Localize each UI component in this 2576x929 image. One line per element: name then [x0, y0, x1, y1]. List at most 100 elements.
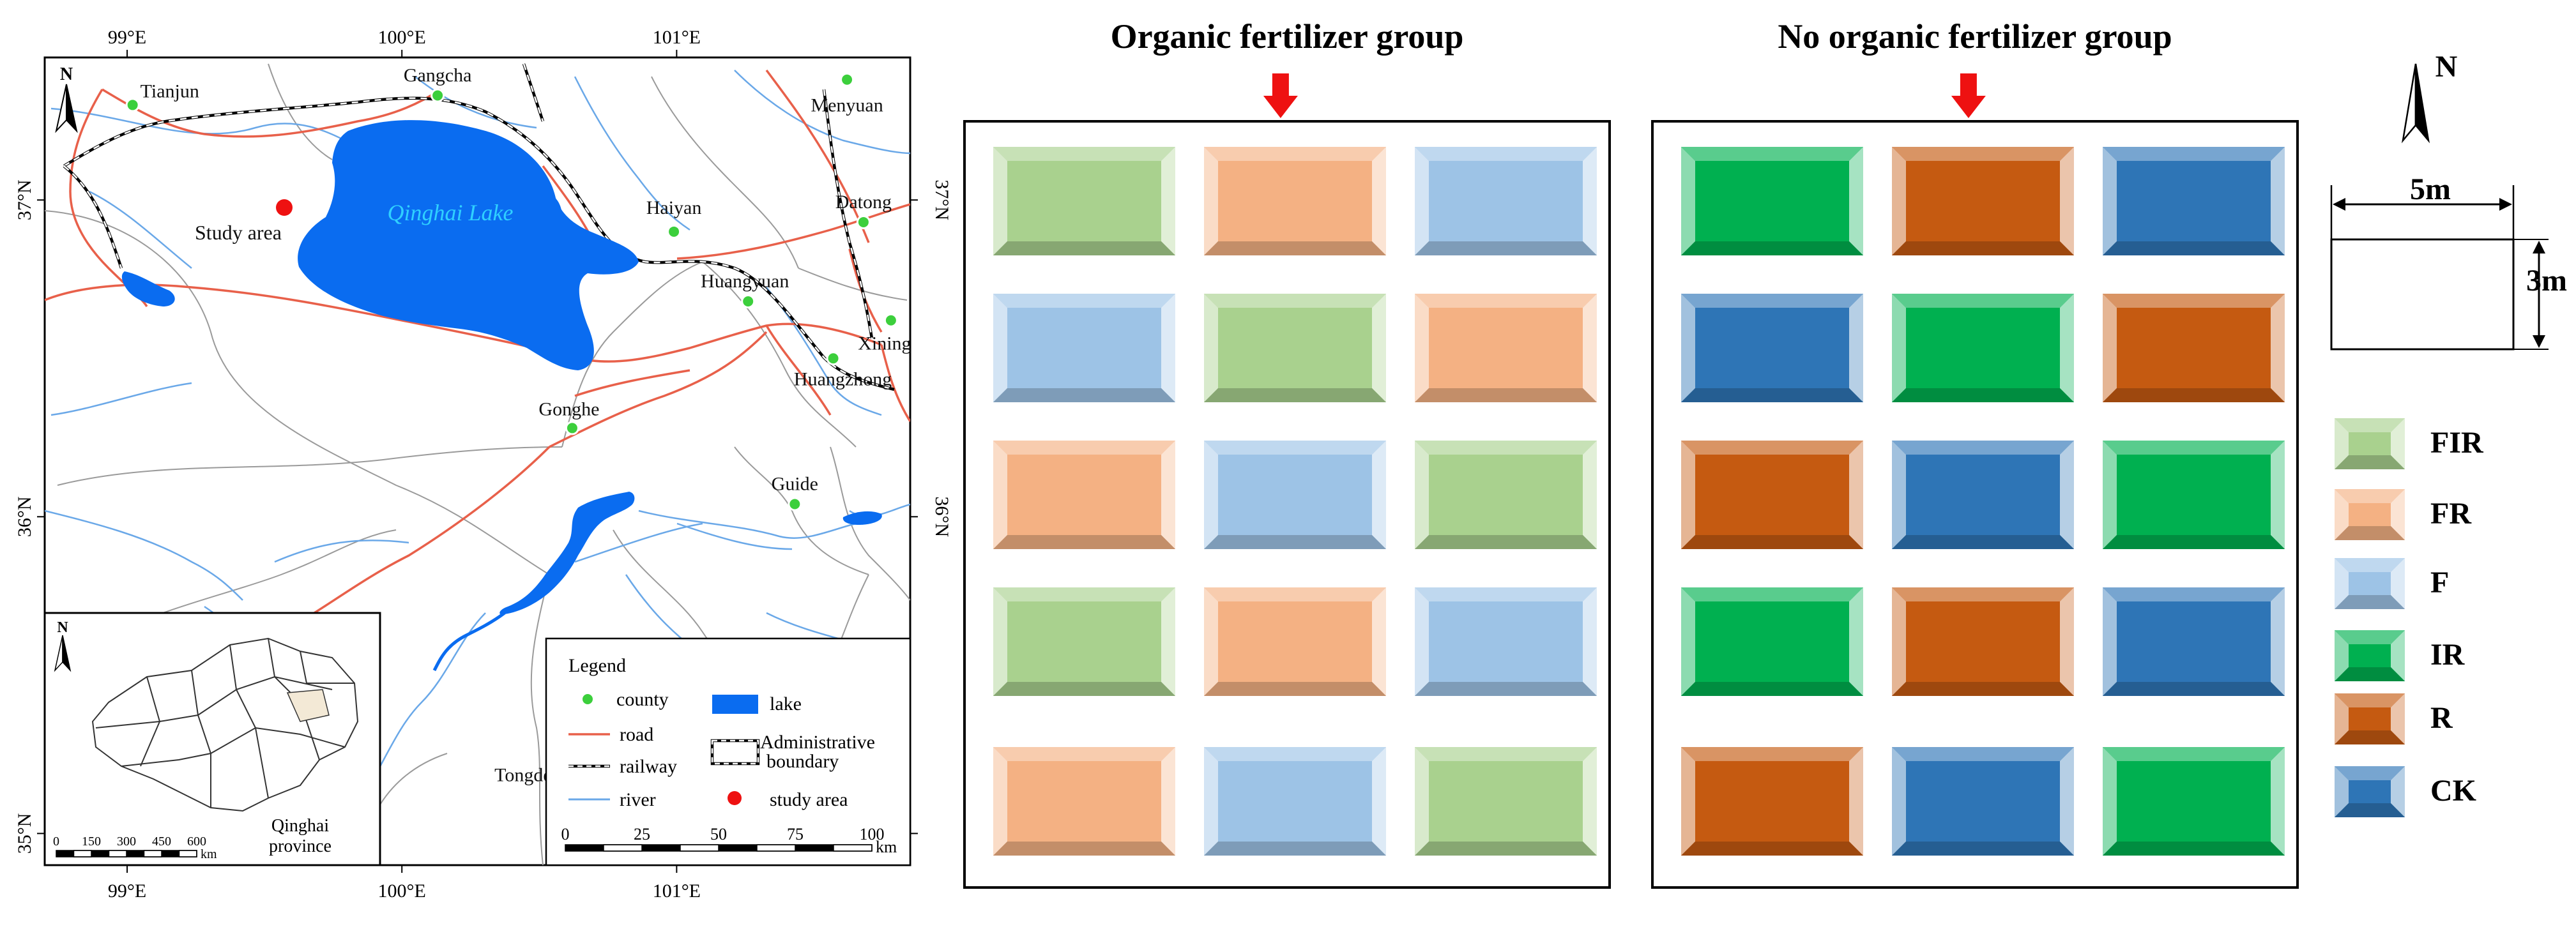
county-label-gonghe: Gonghe	[538, 398, 599, 419]
lon-tick-bottom-1: 100°E	[378, 880, 426, 902]
inset-scale-tick-4: 600	[187, 835, 206, 849]
width-label: 5m	[2410, 172, 2451, 206]
plot-1-r3-c3-ir	[2103, 441, 2285, 549]
legend-label-ck: CK	[2430, 774, 2476, 808]
plot-1-r1-c3-ck	[2103, 147, 2285, 255]
map-legend: Legend county road railway river lake Ad…	[545, 637, 911, 866]
lon-tick-top-0: 99°E	[108, 27, 146, 48]
county-label-menyuan: Menyuan	[811, 95, 883, 116]
inset-scale-unit: km	[201, 847, 217, 861]
county-marker-menyuan	[842, 74, 853, 85]
map-scale-tick-2: 50	[710, 825, 727, 843]
legend-swatch-ck	[2335, 766, 2405, 817]
plot-1-r4-c2-r	[1892, 587, 2074, 696]
minor-boundaries	[45, 63, 910, 865]
location-map: Qinghai Lake Study area Tianjun Gangcha Me…	[14, 27, 952, 902]
county-label-huangyuan: Huangyuan	[701, 271, 789, 292]
plot-1-r5-c3-ir	[2103, 747, 2285, 856]
county-marker-tianjun	[127, 100, 138, 110]
plot-dimension-box	[2330, 238, 2515, 351]
railway	[63, 63, 895, 391]
plot-1-r3-c1-r	[1681, 441, 1863, 549]
plot-0-r4-c3-f	[1415, 587, 1597, 696]
plot-0-r5-c1-fr	[993, 747, 1175, 856]
group-organic-fertilizer-group: Organic fertilizer group	[963, 17, 1611, 889]
map-scale-tick-1: 25	[634, 825, 650, 843]
inset-north-label: N	[57, 619, 68, 636]
qinghai-province-outline	[91, 637, 359, 812]
legend-lake-symbol	[712, 695, 758, 714]
county-label-haiyan: Haiyan	[646, 197, 702, 218]
plot-0-r3-c3-fir	[1415, 441, 1597, 549]
county-marker-xining	[885, 315, 896, 326]
county-marker-guide	[789, 499, 800, 510]
plot-0-r2-c1-f	[993, 294, 1175, 402]
county-marker-gonghe	[567, 423, 577, 434]
plot-0-r1-c2-fr	[1204, 147, 1386, 255]
legend-lake-label: lake	[770, 693, 802, 714]
legend-swatch-fir	[2335, 418, 2405, 469]
lon-tick-top-1: 100°E	[378, 27, 426, 48]
legend-county-symbol	[581, 693, 594, 706]
legend-label-fir: FIR	[2430, 426, 2484, 460]
plot-0-r2-c3-fr	[1415, 294, 1597, 402]
county-marker-huangzhong	[828, 353, 839, 364]
plot-north-label: N	[2435, 50, 2458, 84]
study-area-marker	[276, 199, 293, 216]
plot-1-r4-c1-ir	[1681, 587, 1863, 696]
lat-tick-left-2: 35°N	[14, 813, 35, 854]
legend-label-fr: FR	[2430, 497, 2472, 531]
group-arrow-0	[1263, 73, 1298, 118]
plot-1-r2-c3-r	[2103, 294, 2285, 402]
reservoir-tail	[432, 611, 506, 672]
legend-swatch-f	[2335, 558, 2405, 609]
county-label-gangcha: Gangcha	[404, 65, 472, 86]
legend-county-label: county	[616, 689, 669, 710]
plot-1-r1-c1-ir	[1681, 147, 1863, 255]
legend-label-ir: IR	[2430, 638, 2465, 672]
county-label-huangzhong: Huangzhong	[794, 368, 892, 389]
plot-0-r4-c1-fir	[993, 587, 1175, 696]
legend-swatch-r	[2335, 693, 2405, 744]
group-title-1: No organic fertilizer group	[1778, 17, 2172, 56]
small-lake-west	[121, 271, 175, 306]
map-scale-tick-3: 75	[787, 825, 804, 843]
plot-0-r3-c2-f	[1204, 441, 1386, 549]
legend-label-f: F	[2430, 566, 2449, 600]
group-no-organic-fertilizer-group: No organic fertilizer group	[1651, 17, 2299, 889]
group-title-0: Organic fertilizer group	[1111, 17, 1464, 56]
plot-0-r5-c3-fir	[1415, 747, 1597, 856]
county-label-tianjun: Tianjun	[141, 80, 199, 102]
lat-tick-right-0: 37°N	[931, 179, 952, 220]
longyangxia-reservoir	[499, 492, 635, 615]
lon-tick-bottom-0: 99°E	[108, 880, 146, 902]
legend-boundary-symbol	[711, 739, 759, 765]
legend-label-r: R	[2430, 701, 2453, 735]
plot-north-arrow: N	[2402, 50, 2458, 144]
study-area-label: Study area	[195, 221, 282, 244]
county-marker-huangyuan	[743, 296, 754, 306]
small-lake-southeast	[842, 511, 882, 525]
county-markers: Tianjun Gangcha Menyuan Haiyan Datong Huangyu…	[125, 65, 911, 785]
county-marker-haiyan	[669, 226, 680, 237]
legend-boundary-label: Administrative	[760, 732, 875, 753]
lat-tick-left-1: 36°N	[14, 496, 35, 537]
plot-0-r1-c3-f	[1415, 147, 1597, 255]
county-marker-gangcha	[432, 90, 443, 101]
qinghai-lake	[298, 120, 639, 370]
map-scale-unit: km	[876, 838, 897, 856]
inset-label-line2: province	[269, 836, 332, 856]
lat-tick-left-0: 37°N	[14, 179, 35, 220]
lake-name-label: Qinghai Lake	[388, 200, 514, 225]
map-scale-tick-0: 0	[561, 825, 570, 843]
inset-scale-tick-0: 0	[53, 835, 59, 849]
inset-study-region	[286, 689, 330, 722]
inset-label-line1: Qinghai	[271, 816, 329, 836]
county-label-guide: Guide	[772, 473, 818, 494]
plot-0-r5-c2-f	[1204, 747, 1386, 856]
plot-1-r1-c2-r	[1892, 147, 2074, 255]
county-label-xining: Xining	[858, 333, 911, 354]
plot-1-r4-c3-ck	[2103, 587, 2285, 696]
